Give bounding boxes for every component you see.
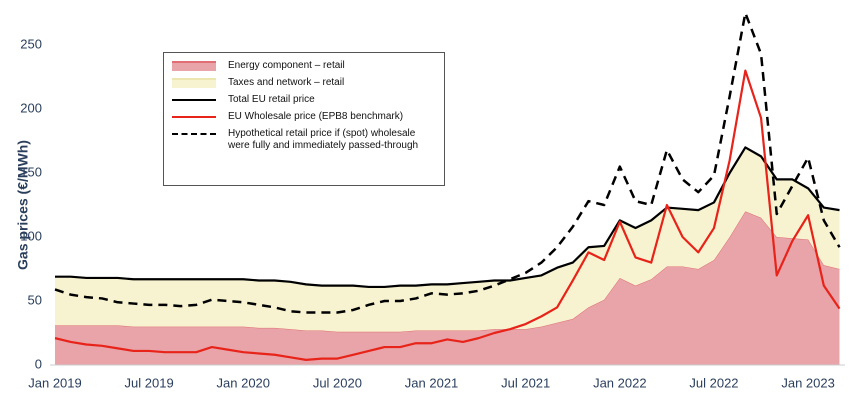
legend-label: EU Wholesale price (EPB8 benchmark) [228, 111, 404, 122]
x-tick-label: Jan 2022 [593, 375, 647, 390]
x-tick-label: Jan 2023 [781, 375, 835, 390]
y-tick-label: 150 [20, 164, 42, 179]
legend-swatch [172, 78, 216, 88]
legend-item: Energy component – retail [172, 60, 436, 72]
x-tick-label: Jul 2022 [689, 375, 738, 390]
legend-label: Total EU retail price [228, 94, 315, 105]
y-tick-label: 250 [20, 36, 42, 51]
legend-swatch [172, 129, 216, 139]
x-tick-label: Jan 2021 [405, 375, 459, 390]
legend-item: Taxes and network – retail [172, 77, 436, 89]
x-tick-label: Jan 2019 [28, 375, 82, 390]
y-tick-label: 50 [28, 292, 42, 307]
line [54, 69, 841, 361]
legend-label: Hypothetical retail price if (spot) whol… [228, 128, 419, 151]
x-tick-label: Jul 2019 [125, 375, 174, 390]
x-tick-label: Jan 2020 [217, 375, 271, 390]
area [55, 147, 840, 332]
legend-item: EU Wholesale price (EPB8 benchmark) [172, 111, 436, 123]
legend-swatch [172, 95, 216, 105]
x-tick-label: Jul 2021 [501, 375, 550, 390]
legend-swatch [172, 112, 216, 122]
y-tick-label: 0 [35, 356, 42, 371]
y-tick-label: 200 [20, 100, 42, 115]
y-tick-label: 100 [20, 228, 42, 243]
x-tick-label: Jul 2020 [313, 375, 362, 390]
line [54, 11, 841, 314]
legend-label: Taxes and network – retail [228, 77, 345, 88]
legend: Energy component – retail Taxes and netwo… [163, 52, 445, 186]
legend-swatch [172, 61, 216, 71]
y-axis-title: Gas prices (€/MWh) [15, 140, 31, 270]
legend-item: Hypothetical retail price if (spot) whol… [172, 128, 436, 152]
area [55, 211, 840, 365]
legend-item: Total EU retail price [172, 94, 436, 106]
line [55, 146, 840, 289]
legend-label: Energy component – retail [228, 60, 345, 71]
